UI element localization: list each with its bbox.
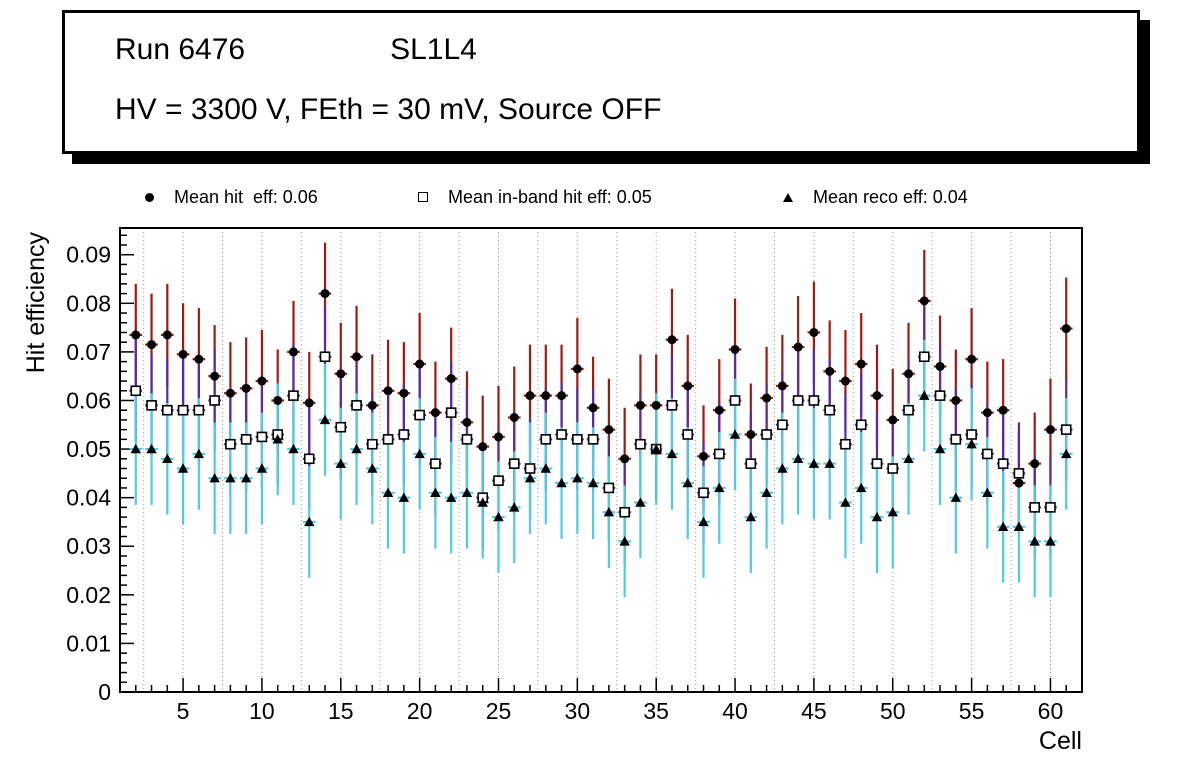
y-tick-label: 0.06 <box>66 387 111 413</box>
x-tick-label: 60 <box>1038 698 1064 724</box>
legend: Mean hit eff: 0.06 Mean in-band hit eff:… <box>0 184 1196 210</box>
x-tick-label: 50 <box>880 698 906 724</box>
filled-circle-icon <box>145 192 154 202</box>
x-tick-label: 45 <box>801 698 827 724</box>
y-axis: 0 0.01 0.02 0.03 0.04 0.05 0.06 0.07 0.08 0.09 Hit… <box>22 232 134 705</box>
markers-open-square <box>130 351 1072 518</box>
x-axis-title: Cell <box>1039 727 1082 755</box>
legend-item-hit-eff: Mean hit eff: 0.06 <box>145 184 318 210</box>
x-tick-label: 5 <box>177 698 190 724</box>
y-tick-label: 0.04 <box>66 485 111 511</box>
filled-triangle-icon <box>783 192 793 202</box>
x-tick-label: 20 <box>407 698 433 724</box>
error-bars-filled-circle <box>129 242 1073 535</box>
legend-item-reco-eff: Mean reco eff: 0.04 <box>783 184 968 210</box>
y-tick-label: 0.09 <box>66 242 111 268</box>
y-tick-label: 0 <box>98 679 111 705</box>
y-tick-label: 0.07 <box>66 339 111 365</box>
y-axis-title: Hit efficiency <box>22 232 50 374</box>
markers-filled-triangle <box>130 390 1072 546</box>
gridlines <box>143 228 1051 692</box>
legend-label-inband-eff: Mean in-band hit eff: 0.05 <box>448 186 652 207</box>
x-tick-label: 25 <box>486 698 512 724</box>
run-label: Run 6476 <box>115 33 246 66</box>
x-tick-label: 55 <box>959 698 985 724</box>
conditions-label: HV = 3300 V, FEth = 30 mV, Source OFF <box>115 93 662 126</box>
markers-filled-circle <box>131 289 1071 488</box>
x-tick-label: 10 <box>249 698 275 724</box>
title-line-1: Run 6476 SL1L4 <box>115 33 477 67</box>
x-axis: 5 10 15 20 25 30 35 40 45 50 55 60 Cell <box>119 678 1083 755</box>
legend-label-reco-eff: Mean reco eff: 0.04 <box>813 186 968 207</box>
title-box: Run 6476 SL1L4 HV = 3300 V, FEth = 30 mV,… <box>62 10 1140 154</box>
legend-label-hit-eff: Mean hit eff: 0.06 <box>174 186 318 207</box>
x-tick-label: 30 <box>565 698 591 724</box>
error-bars-open-square <box>129 305 1073 564</box>
plot-frame <box>119 227 1083 693</box>
x-tick-label: 40 <box>722 698 748 724</box>
y-tick-label: 0.05 <box>66 436 111 462</box>
y-tick-label: 0.03 <box>66 533 111 559</box>
y-tick-label: 0.08 <box>66 290 111 316</box>
open-square-icon <box>418 192 428 202</box>
x-tick-label: 15 <box>328 698 354 724</box>
legend-item-inband-eff: Mean in-band hit eff: 0.05 <box>418 184 652 210</box>
error-bars-filled-triangle <box>129 339 1073 598</box>
y-tick-label: 0.01 <box>66 630 111 656</box>
y-tick-label: 0.02 <box>66 582 111 608</box>
x-tick-label: 35 <box>643 698 669 724</box>
layer-label: SL1L4 <box>390 33 477 66</box>
